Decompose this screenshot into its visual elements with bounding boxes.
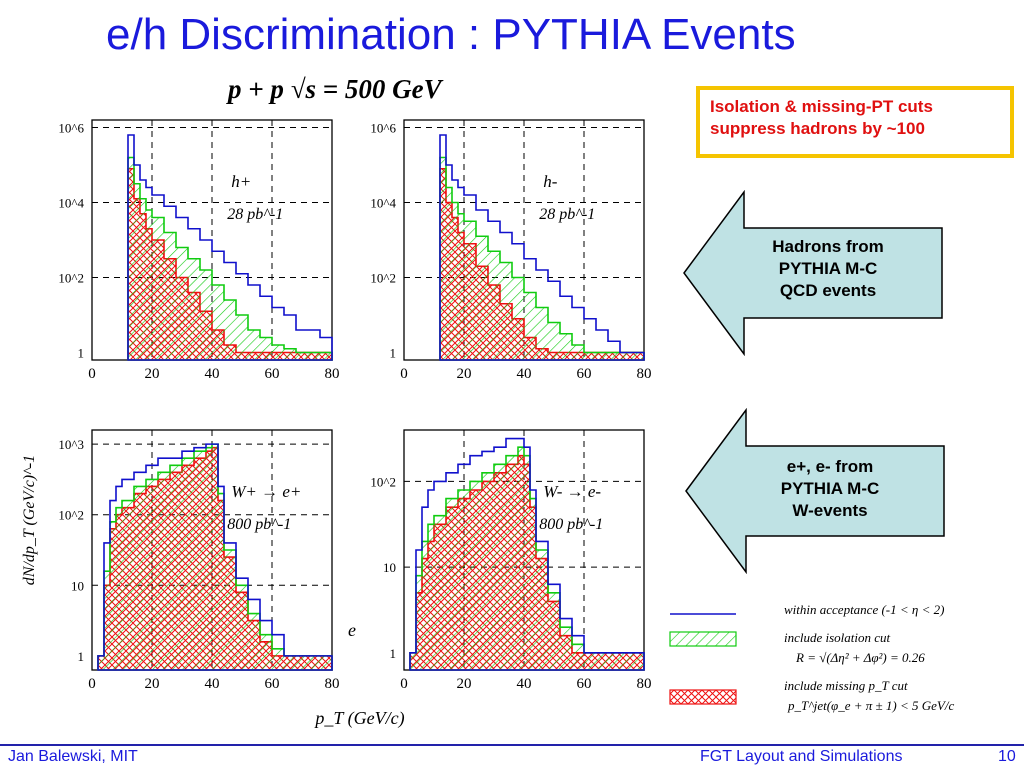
- y-tick-label: 10: [383, 560, 396, 575]
- x-tick-label: 40: [517, 366, 532, 382]
- x-tick-label: 40: [205, 676, 220, 692]
- series-isolation: [127, 156, 333, 361]
- x-tick-label: 0: [400, 676, 408, 692]
- panel-particle-label: W- → e-: [543, 482, 601, 501]
- panel-lumi-label: 800 pb^-1: [539, 516, 603, 533]
- histogram-panel-3: 1 10 10^2 10^3 0 20 40 60 80 W+ → e+ 800 pb^-1: [58, 429, 340, 692]
- y-tick-label: 10^2: [58, 271, 84, 286]
- legend-label-2: include isolation cut: [784, 630, 891, 645]
- x-tick-label: 0: [88, 676, 96, 692]
- arrow-hadrons-line-2: PYTHIA M-C: [778, 259, 878, 278]
- y-tick-label: 10^4: [370, 196, 396, 211]
- left-arrow-electrons: [685, 408, 945, 574]
- x-tick-label: 80: [325, 366, 340, 382]
- series-acceptance: [439, 134, 645, 361]
- x-tick-label: 40: [517, 676, 532, 692]
- x-tick-label: 80: [637, 366, 652, 382]
- panel-lumi-label: 800 pb^-1: [227, 516, 291, 533]
- page-number: 10: [998, 748, 1016, 765]
- series-isolation: [439, 156, 645, 361]
- histogram-panel-1: 1 10^2 10^4 10^6 0 20 40 60 80 h+ 28 pb^-1: [58, 119, 340, 382]
- histogram-panel-4: 1 10 10^2 0 20 40 60 80 W- → e- 800 pb^-1: [370, 429, 652, 692]
- y-tick-label: 10^4: [58, 196, 84, 211]
- legend-red-swatch: [669, 689, 737, 705]
- y-axis-label: dN/dp_T (GeV/c)^-1: [21, 455, 38, 585]
- series-acceptance: [127, 134, 333, 361]
- arrow-electrons-line-2: PYTHIA M-C: [780, 479, 880, 498]
- y-tick-label: 10^6: [370, 121, 396, 136]
- legend-green-swatch: [669, 631, 737, 647]
- series-isolation: [409, 446, 645, 671]
- x-tick-label: 80: [637, 676, 652, 692]
- x-tick-label: 60: [577, 366, 592, 382]
- y-tick-label: 10^3: [58, 437, 84, 452]
- arrow-electrons-text: e+, e- from PYTHIA M-C W-events: [748, 456, 912, 522]
- panel-particle-label: h+: [231, 172, 251, 191]
- x-tick-label: 60: [577, 676, 592, 692]
- legend: within acceptance (-1 < η < 2) include i…: [669, 602, 954, 713]
- legend-sub-3: p_T^jet(φ_e + π ± 1) < 5 GeV/c: [787, 698, 954, 713]
- arrow-electrons-line-3: W-events: [792, 501, 868, 520]
- y-tick-label: 1: [390, 646, 397, 661]
- panel-particle-label: h-: [543, 172, 558, 191]
- x-tick-label: 0: [400, 366, 408, 382]
- series-acceptance: [409, 437, 645, 671]
- callout-line-2: suppress hadrons by ~100: [710, 119, 925, 138]
- y-tick-label: 1: [390, 346, 397, 361]
- left-arrow-hadrons: [683, 190, 943, 356]
- legend-label-3: include missing p_T cut: [784, 678, 908, 693]
- x-axis-label: p_T (GeV/c): [313, 708, 404, 729]
- x-tick-label: 20: [145, 676, 160, 692]
- footer-title: FGT Layout and Simulations: [700, 748, 903, 765]
- series-isolation: [97, 443, 333, 671]
- series-acceptance: [97, 443, 333, 671]
- x-tick-label: 80: [325, 676, 340, 692]
- y-tick-label: 1: [78, 346, 85, 361]
- y-tick-label: 10^6: [58, 121, 84, 136]
- arrow-hadrons-line-3: QCD events: [779, 281, 877, 300]
- e-label: e: [348, 620, 356, 640]
- y-tick-label: 10^2: [370, 474, 396, 489]
- legend-sub-2: R = √(Δη² + Δφ²) = 0.26: [795, 650, 925, 665]
- x-tick-label: 0: [88, 366, 96, 382]
- y-tick-label: 10^2: [370, 271, 396, 286]
- plot-heading: p + p √s = 500 GeV: [228, 74, 442, 104]
- callout-line-1: Isolation & missing-PT cuts: [710, 97, 933, 116]
- x-tick-label: 20: [145, 366, 160, 382]
- x-tick-label: 20: [457, 366, 472, 382]
- slide-title: e/h Discrimination : PYTHIA Events: [106, 10, 796, 59]
- callout-box: Isolation & missing-PT cuts suppress had…: [696, 86, 1014, 158]
- y-tick-label: 10^2: [58, 508, 84, 523]
- panel-particle-label: W+ → e+: [231, 482, 301, 501]
- footer-rule: [0, 744, 1024, 746]
- panel-lumi-label: 28 pb^-1: [227, 206, 283, 223]
- x-tick-label: 60: [265, 366, 280, 382]
- arrow-electrons-line-1: e+, e- from: [786, 457, 874, 476]
- y-tick-label: 1: [78, 649, 85, 664]
- x-tick-label: 40: [205, 366, 220, 382]
- footer-author: Jan Balewski, MIT: [8, 748, 138, 765]
- legend-label-1: within acceptance (-1 < η < 2): [784, 602, 944, 617]
- histogram-panel-2: 1 10^2 10^4 10^6 0 20 40 60 80 h- 28 pb^-1: [370, 119, 652, 382]
- arrow-hadrons-line-1: Hadrons from: [772, 237, 884, 256]
- x-tick-label: 20: [457, 676, 472, 692]
- arrow-hadrons-text: Hadrons from PYTHIA M-C QCD events: [746, 236, 910, 302]
- y-tick-label: 10: [71, 578, 84, 593]
- x-tick-label: 60: [265, 676, 280, 692]
- panel-lumi-label: 28 pb^-1: [539, 206, 595, 223]
